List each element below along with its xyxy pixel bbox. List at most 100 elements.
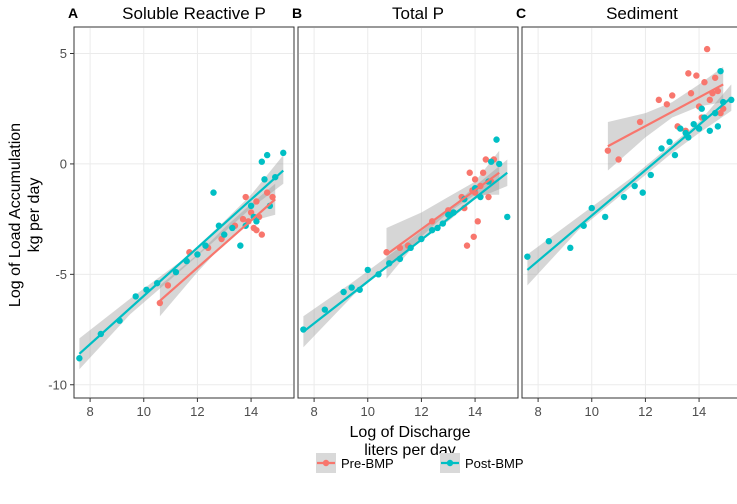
x-tick-label: 10 — [361, 404, 375, 419]
panel-c: 8 10 12 14 C Sediment — [516, 4, 737, 419]
data-point-post-bmp — [714, 123, 722, 130]
data-point-post-bmp — [588, 204, 595, 212]
data-point-post-bmp — [496, 160, 503, 168]
data-point-post-bmp — [172, 268, 180, 276]
data-point-pre-bmp — [485, 193, 492, 201]
data-point-post-bmp — [258, 158, 266, 165]
panel-title: Sediment — [606, 4, 678, 23]
confidence-band-pre-bmp — [607, 66, 724, 171]
x-tick-label: 14 — [468, 404, 482, 419]
fit-line-pre-bmp — [607, 83, 724, 148]
fit-line-post-bmp — [526, 96, 732, 271]
legend-key-point — [322, 459, 330, 467]
fit-line-pre-bmp — [159, 198, 276, 302]
data-point-pre-bmp — [636, 118, 644, 126]
data-point-post-bmp — [321, 306, 329, 313]
data-point-post-bmp — [631, 182, 638, 190]
data-point-post-bmp — [647, 171, 654, 179]
data-point-pre-bmp — [604, 147, 612, 154]
data-point-pre-bmp — [669, 92, 676, 99]
data-point-post-bmp — [601, 213, 609, 221]
x-tick-label: 8 — [86, 404, 93, 419]
data-point-post-bmp — [493, 136, 500, 143]
data-point-pre-bmp — [263, 189, 271, 196]
data-point-pre-bmp — [269, 193, 276, 201]
data-point-pre-bmp — [687, 90, 695, 97]
data-point-pre-bmp — [714, 87, 722, 95]
panel-title: Total P — [392, 4, 444, 23]
data-point-post-bmp — [487, 158, 495, 165]
x-tick-label: 14 — [244, 404, 258, 419]
x-tick-label: 14 — [692, 404, 706, 419]
data-point-pre-bmp — [615, 156, 622, 163]
data-point-post-bmp — [677, 125, 684, 132]
data-point-pre-bmp — [470, 233, 477, 240]
data-point-pre-bmp — [706, 96, 714, 104]
data-point-post-bmp — [567, 244, 574, 252]
data-point-post-bmp — [340, 288, 347, 296]
data-point-pre-bmp — [479, 169, 487, 176]
data-point-post-bmp — [545, 238, 553, 245]
data-point-post-bmp — [524, 253, 531, 260]
confidence-band-post-bmp — [303, 159, 508, 348]
y-tick-label: 5 — [60, 46, 67, 61]
data-point-pre-bmp — [242, 193, 249, 201]
fit-line-pre-bmp — [385, 171, 500, 256]
panel-background — [521, 26, 737, 399]
data-point-post-bmp — [698, 105, 705, 112]
data-point-pre-bmp — [693, 72, 700, 79]
data-point-post-bmp — [194, 251, 201, 258]
x-tick-label: 12 — [190, 404, 204, 419]
data-point-pre-bmp — [253, 198, 260, 205]
panels: 8 10 12 14 -10 -5 0 5 A Soluble Reactive P 8 10 12 14… — [48, 4, 737, 419]
y-tick-label: -5 — [55, 267, 67, 282]
data-point-post-bmp — [210, 189, 217, 196]
data-point-pre-bmp — [164, 282, 172, 289]
data-point-post-bmp — [348, 284, 355, 291]
data-point-pre-bmp — [253, 226, 260, 234]
panel-letter: A — [68, 5, 78, 21]
x-axis-title-line2: liters per day — [364, 442, 456, 459]
data-point-post-bmp — [237, 242, 244, 249]
data-point-post-bmp — [132, 293, 139, 300]
x-tick-label: 8 — [310, 404, 317, 419]
data-point-post-bmp — [504, 213, 511, 221]
data-point-post-bmp — [639, 189, 646, 196]
x-tick-label: 10 — [137, 404, 151, 419]
x-tick-label: 12 — [638, 404, 652, 419]
data-point-pre-bmp — [663, 101, 671, 108]
data-point-post-bmp — [620, 193, 628, 201]
x-tick-label: 12 — [414, 404, 428, 419]
data-point-post-bmp — [690, 120, 697, 128]
data-point-post-bmp — [671, 151, 679, 159]
legend-label-pre-bmp: Pre-BMP — [341, 456, 394, 471]
data-point-pre-bmp — [258, 231, 266, 238]
panel-background — [297, 26, 519, 399]
data-point-pre-bmp — [239, 215, 247, 223]
data-point-post-bmp — [666, 138, 673, 146]
fit-line-post-bmp — [302, 171, 508, 333]
y-tick-label: 0 — [60, 156, 67, 171]
data-point-pre-bmp — [711, 74, 719, 81]
data-point-pre-bmp — [482, 156, 490, 163]
data-point-post-bmp — [717, 67, 724, 75]
data-point-pre-bmp — [474, 218, 481, 225]
data-point-pre-bmp — [703, 45, 711, 53]
y-axis-title-line2: kg per day — [26, 178, 43, 253]
data-point-post-bmp — [261, 176, 268, 183]
y-axis-title-line1: Log of Load Accumulation — [7, 123, 24, 307]
x-tick-label: 10 — [585, 404, 599, 419]
data-point-post-bmp — [221, 231, 228, 238]
legend: Pre-BMP Post-BMP — [316, 453, 524, 473]
data-point-pre-bmp — [655, 96, 663, 104]
data-point-post-bmp — [202, 242, 209, 249]
data-point-post-bmp — [247, 202, 255, 210]
data-point-post-bmp — [76, 355, 83, 362]
x-tick-label: 8 — [534, 404, 541, 419]
data-point-post-bmp — [229, 224, 236, 232]
panel-letter: B — [292, 5, 302, 21]
data-point-post-bmp — [280, 149, 287, 157]
panel-letter: C — [516, 5, 526, 21]
data-point-post-bmp — [658, 145, 665, 152]
